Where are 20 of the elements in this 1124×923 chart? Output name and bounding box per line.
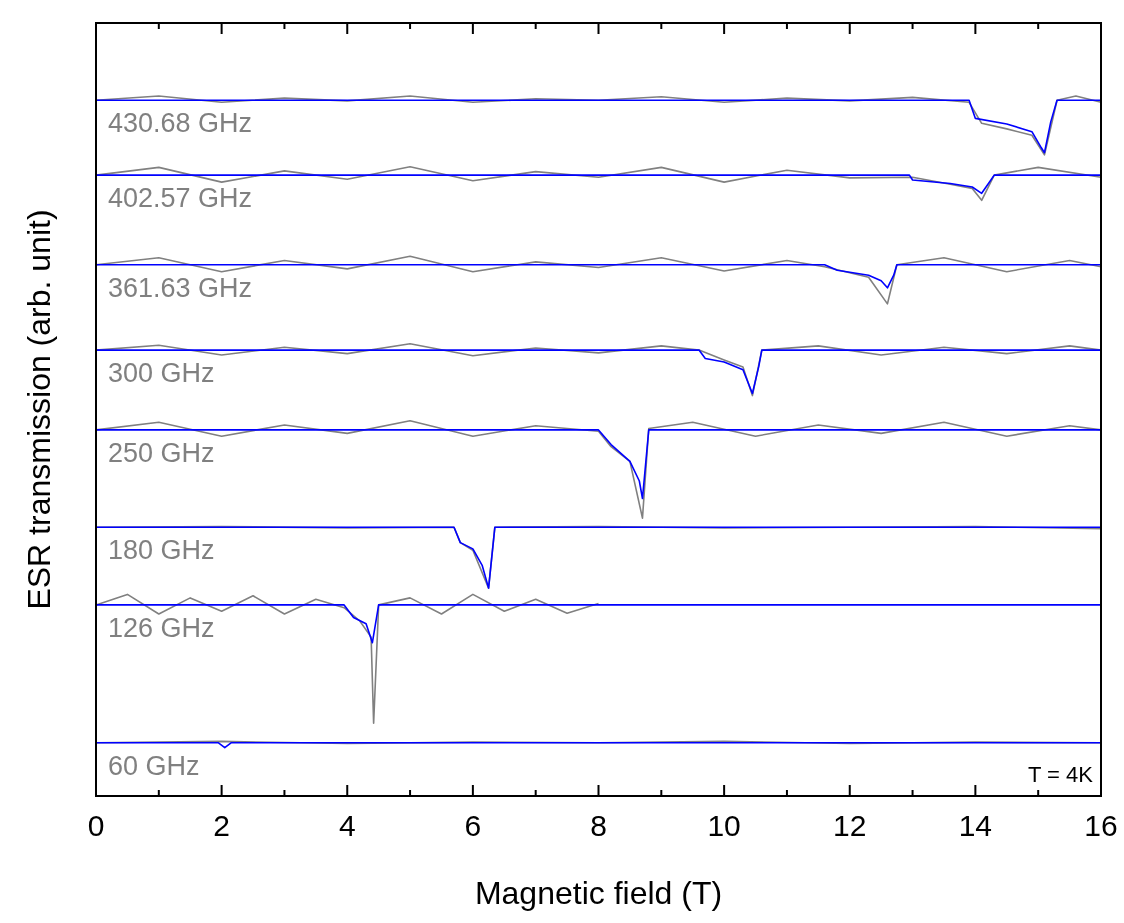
series-label: 300 GHz <box>108 358 215 389</box>
series-label: 180 GHz <box>108 535 215 566</box>
series-label: 402.57 GHz <box>108 183 253 214</box>
x-tick-label: 4 <box>338 809 356 842</box>
x-tick-label: 16 <box>1084 809 1118 842</box>
x-tick-label: 6 <box>464 809 482 842</box>
series-label: 126 GHz <box>108 612 215 643</box>
x-tick-label: 12 <box>833 809 867 842</box>
x-axis-title: Magnetic field (T) <box>474 875 723 911</box>
x-tick-label: 14 <box>958 809 993 842</box>
x-tick-label: 8 <box>590 809 607 842</box>
series-label: 361.63 GHz <box>108 272 253 303</box>
x-tick-label: 10 <box>707 809 741 842</box>
x-tick-label: 0 <box>87 809 105 842</box>
series-label: 60 GHz <box>108 750 200 781</box>
series-label: 430.68 GHz <box>108 108 253 139</box>
annotation: T = 4K <box>1027 762 1094 787</box>
series-label: 250 GHz <box>108 437 215 468</box>
x-tick-label: 2 <box>213 809 230 842</box>
y-axis-title: ESR transmission (arb. unit) <box>21 209 57 610</box>
